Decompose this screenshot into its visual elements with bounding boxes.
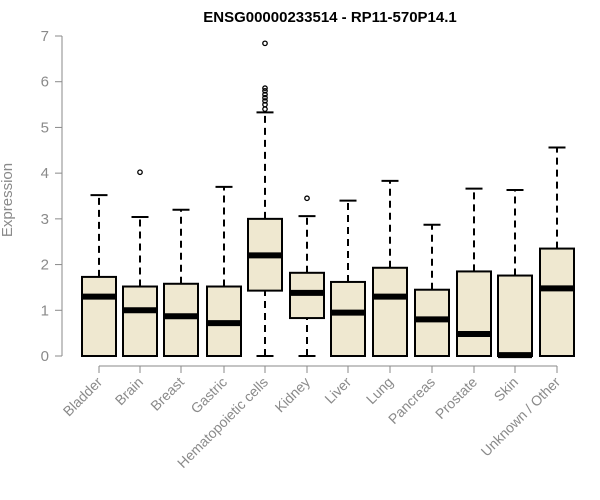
box-breast — [163, 208, 199, 357]
y-tick-label: 1 — [41, 302, 49, 319]
y-tick-label: 5 — [41, 119, 49, 136]
chart-title: ENSG00000233514 - RP11-570P14.1 — [203, 9, 457, 26]
x-tick-label: Lung — [363, 374, 396, 407]
y-tick-label: 4 — [41, 165, 49, 182]
y-axis-label: Expression — [0, 163, 16, 237]
box-gastric — [206, 185, 242, 357]
outlier-point — [137, 169, 143, 176]
y-tick-label: 7 — [41, 28, 49, 45]
outlier-point — [262, 91, 268, 98]
box-prostate — [456, 187, 492, 357]
x-tick-label: Bladder — [60, 374, 106, 420]
outlier-point — [262, 85, 268, 91]
y-tick-label: 2 — [41, 257, 49, 274]
box-brain — [122, 169, 158, 357]
x-tick-label: Liver — [321, 374, 354, 407]
outlier-point — [262, 40, 268, 47]
box-bladder — [81, 194, 117, 357]
y-tick-label: 3 — [41, 211, 49, 228]
box-iqr — [539, 247, 575, 357]
x-tick-label: Skin — [491, 374, 522, 405]
x-tick-label: Brain — [112, 374, 146, 408]
outlier-point — [262, 94, 268, 101]
x-tick-label: Prostate — [432, 374, 480, 422]
box-iqr — [372, 266, 408, 357]
box-iqr — [163, 282, 199, 357]
box-liver — [330, 199, 366, 358]
y-tick-label: 0 — [41, 348, 49, 365]
outlier-point — [304, 195, 310, 202]
box-pancreas — [414, 223, 450, 358]
box-lung — [372, 179, 408, 357]
x-tick-label: Breast — [147, 374, 187, 414]
plot-area — [81, 40, 575, 359]
box-iqr — [330, 280, 366, 358]
box-iqr — [122, 285, 158, 357]
box-hematopoietic-cells — [247, 40, 283, 357]
y-tick-label: 6 — [41, 74, 49, 91]
box-kidney — [289, 195, 325, 357]
outlier-point — [262, 106, 268, 112]
outlier-point — [262, 101, 268, 108]
y-axis: 0 1 2 3 4 5 6 7 — [41, 28, 63, 365]
box-iqr — [456, 270, 492, 357]
x-tick-label: Kidney — [272, 374, 314, 416]
x-tick-label: Unknown / Other — [478, 374, 564, 460]
box-skin — [497, 189, 533, 359]
outlier-point — [262, 88, 268, 94]
box-iqr — [414, 288, 450, 358]
box-iqr — [497, 274, 533, 357]
box-unknown-other — [539, 146, 575, 357]
outlier-point — [262, 98, 268, 104]
box-iqr — [81, 275, 117, 357]
x-tick-label: Pancreas — [385, 374, 438, 427]
